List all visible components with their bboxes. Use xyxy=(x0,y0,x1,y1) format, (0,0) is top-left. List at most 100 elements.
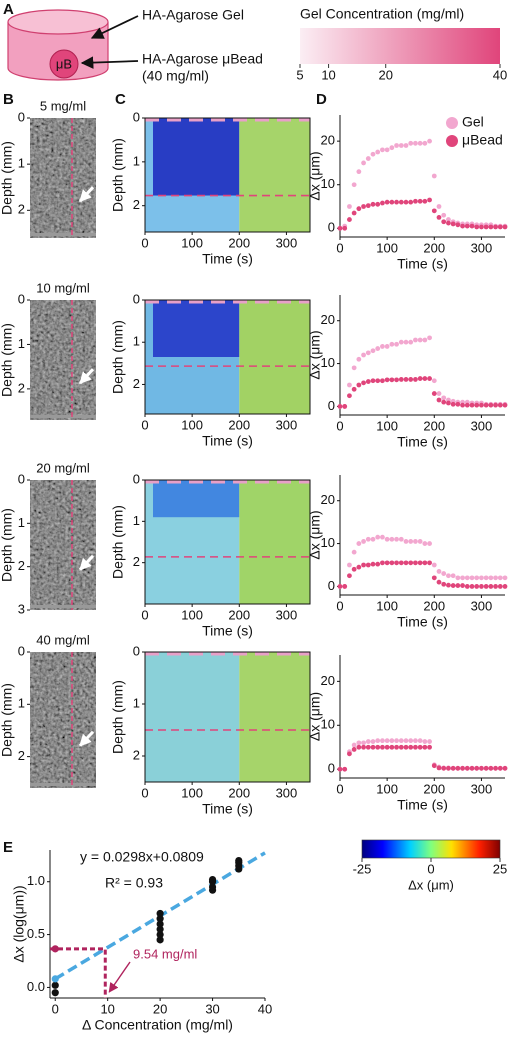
data-point xyxy=(394,377,399,383)
data-point xyxy=(408,140,414,146)
y-tick-label: 0 xyxy=(328,220,335,235)
colorbar xyxy=(361,839,501,859)
data-point xyxy=(380,147,385,153)
data-point xyxy=(375,561,381,567)
data-point xyxy=(427,197,432,203)
data-point xyxy=(370,201,376,207)
y-tick-label: 0 xyxy=(133,643,140,658)
data-point xyxy=(464,584,470,589)
data-point xyxy=(413,377,418,382)
y-axis-title: Depth (mm) xyxy=(0,683,15,757)
y-tick-label: 0 xyxy=(328,578,335,593)
data-point xyxy=(370,348,376,354)
data-point xyxy=(408,339,414,345)
data-point xyxy=(337,404,343,409)
data-point xyxy=(460,402,465,408)
data-point xyxy=(436,569,442,574)
data-point xyxy=(384,199,390,205)
data-point xyxy=(460,575,465,581)
data-point xyxy=(446,573,451,579)
data-point xyxy=(441,765,447,771)
data-point xyxy=(403,199,409,205)
data-point xyxy=(422,376,428,381)
data-point xyxy=(351,742,357,748)
data-point xyxy=(446,220,451,226)
data-point xyxy=(403,738,409,744)
data-point xyxy=(431,378,437,384)
data-point xyxy=(370,378,376,384)
arrow xyxy=(80,56,139,69)
data-point xyxy=(361,380,366,386)
y-tick-label: 2 xyxy=(133,197,140,212)
data-point xyxy=(351,182,357,188)
data-point xyxy=(156,925,164,933)
data-point xyxy=(370,561,376,567)
data-point xyxy=(502,402,508,408)
x-tick-label: 0 xyxy=(336,240,343,255)
x-axis-title: Time (s) xyxy=(202,801,253,817)
data-point xyxy=(497,402,503,408)
data-point xyxy=(446,582,451,588)
data-point xyxy=(464,765,470,771)
data-point xyxy=(398,199,404,205)
data-point xyxy=(469,765,475,771)
data-point xyxy=(394,536,399,542)
data-point xyxy=(351,747,357,752)
data-point xyxy=(479,224,484,230)
data-point xyxy=(356,206,362,212)
gel-scale-title: Gel Concentration (mg/ml) xyxy=(300,6,464,22)
legend-label: μBead xyxy=(462,132,503,148)
x-tick-label: 100 xyxy=(376,418,398,433)
x-tick-label: 0 xyxy=(141,607,148,622)
data-point xyxy=(413,198,418,204)
y-tick-label: 2 xyxy=(133,747,140,762)
data-point xyxy=(389,145,395,151)
y-tick-label: 2 xyxy=(18,748,25,763)
y-tick-label: 0 xyxy=(18,643,25,658)
data-point xyxy=(431,562,437,568)
panel-label: C xyxy=(115,91,126,108)
arrow xyxy=(78,368,95,385)
data-point xyxy=(380,560,385,566)
data-point xyxy=(156,936,164,944)
data-point xyxy=(342,766,348,772)
x-tick-label: 100 xyxy=(376,781,398,796)
x-tick-label: 300 xyxy=(276,785,298,800)
data-point xyxy=(356,356,362,362)
x-axis-title: Time (s) xyxy=(202,251,253,267)
y-tick-label: 2 xyxy=(18,558,25,573)
data-point xyxy=(417,560,423,566)
y-tick-label: 20 xyxy=(321,312,335,327)
data-point xyxy=(384,536,390,542)
heatmap-region xyxy=(153,300,240,357)
data-point xyxy=(347,382,352,388)
tick-label: 0 xyxy=(427,861,434,876)
data-point xyxy=(380,378,385,384)
data-point xyxy=(351,386,357,392)
data-point xyxy=(394,341,399,347)
heatmap-region xyxy=(239,652,310,782)
image-title: 40 mg/ml xyxy=(36,632,90,647)
y-tick-label: 2 xyxy=(18,380,25,395)
tick-label: -25 xyxy=(353,861,372,876)
x-axis-title: Time (s) xyxy=(397,797,448,813)
y-tick-label: 20 xyxy=(321,492,335,507)
x-tick-label: 100 xyxy=(376,240,398,255)
ultrasound-image-bottom xyxy=(30,233,96,236)
data-point xyxy=(431,173,437,179)
panel-label: B xyxy=(3,91,14,108)
data-point xyxy=(479,575,484,581)
data-point xyxy=(356,740,362,746)
data-point xyxy=(398,744,404,750)
y-tick-label: 10 xyxy=(321,717,335,732)
legend-marker xyxy=(446,117,458,129)
y-tick-label: 0 xyxy=(133,109,140,124)
data-point xyxy=(474,575,480,581)
data-point xyxy=(502,224,508,230)
data-point xyxy=(380,738,385,744)
image-title: 10 mg/ml xyxy=(36,280,90,295)
heatmap-region xyxy=(239,118,310,232)
data-point xyxy=(389,341,395,347)
x-tick-label: 20 xyxy=(153,1001,167,1016)
data-point xyxy=(464,402,470,408)
